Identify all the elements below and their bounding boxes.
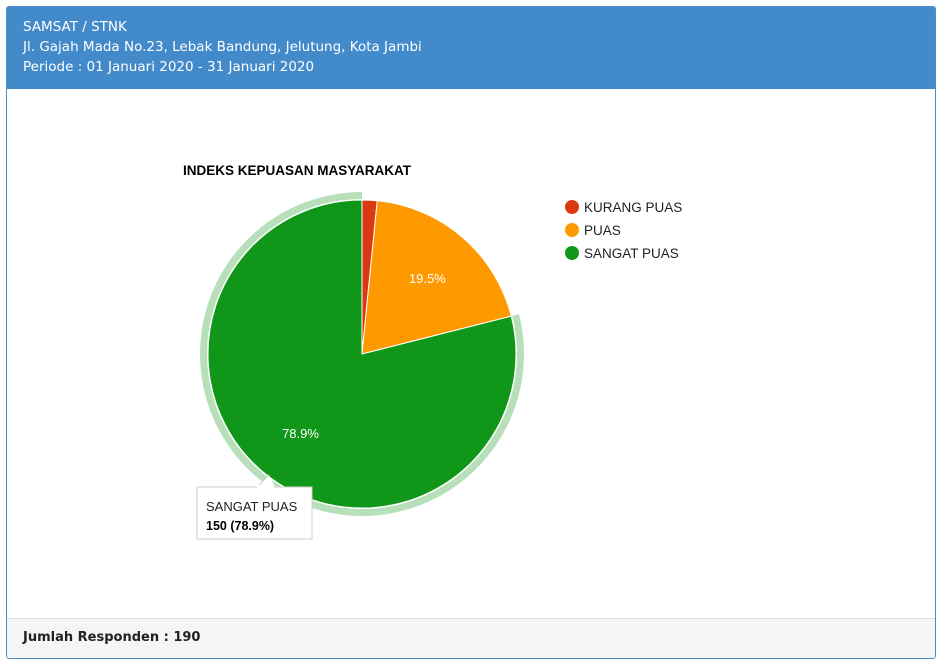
legend-label-sangat-puas[interactable]: SANGAT PUAS	[584, 246, 679, 261]
tooltip: SANGAT PUAS 150 (78.9%)	[196, 474, 313, 540]
service-name: SAMSAT / STNK	[23, 19, 127, 35]
chart-title: INDEKS KEPUASAN MASYARAKAT	[183, 163, 412, 178]
panel-footer: Jumlah Responden : 190	[7, 618, 935, 658]
legend-marker-sangat-puas	[565, 246, 579, 260]
tooltip-box	[196, 486, 313, 540]
survey-panel: SAMSAT / STNK Jl. Gajah Mada No.23, Leba…	[6, 6, 936, 659]
pie-slice-puas[interactable]	[361, 200, 512, 355]
slice-label-sangat-puas: 78.9%	[282, 426, 319, 441]
panel-header: SAMSAT / STNK Jl. Gajah Mada No.23, Leba…	[7, 7, 935, 89]
tooltip-title: SANGAT PUAS	[206, 499, 298, 514]
legend-label-kurang-puas[interactable]: KURANG PUAS	[584, 200, 682, 215]
period: Periode : 01 Januari 2020 - 31 Januari 2…	[23, 59, 315, 75]
chart-area: INDEKS KEPUASAN MASYARAKAT 19.5% 78.9% KU…	[7, 89, 935, 619]
legend-marker-kurang-puas	[565, 200, 579, 214]
legend-label-puas[interactable]: PUAS	[584, 223, 621, 238]
address: Jl. Gajah Mada No.23, Lebak Bandung, Jel…	[23, 39, 422, 55]
slice-label-puas: 19.5%	[409, 271, 446, 286]
tooltip-value: 150 (78.9%)	[206, 519, 274, 533]
legend-marker-puas	[565, 223, 579, 237]
pie-chart: INDEKS KEPUASAN MASYARAKAT 19.5% 78.9% KU…	[183, 163, 682, 540]
respondent-count: Jumlah Responden : 190	[23, 630, 201, 645]
pie-slice-sangat-puas[interactable]	[207, 199, 517, 509]
